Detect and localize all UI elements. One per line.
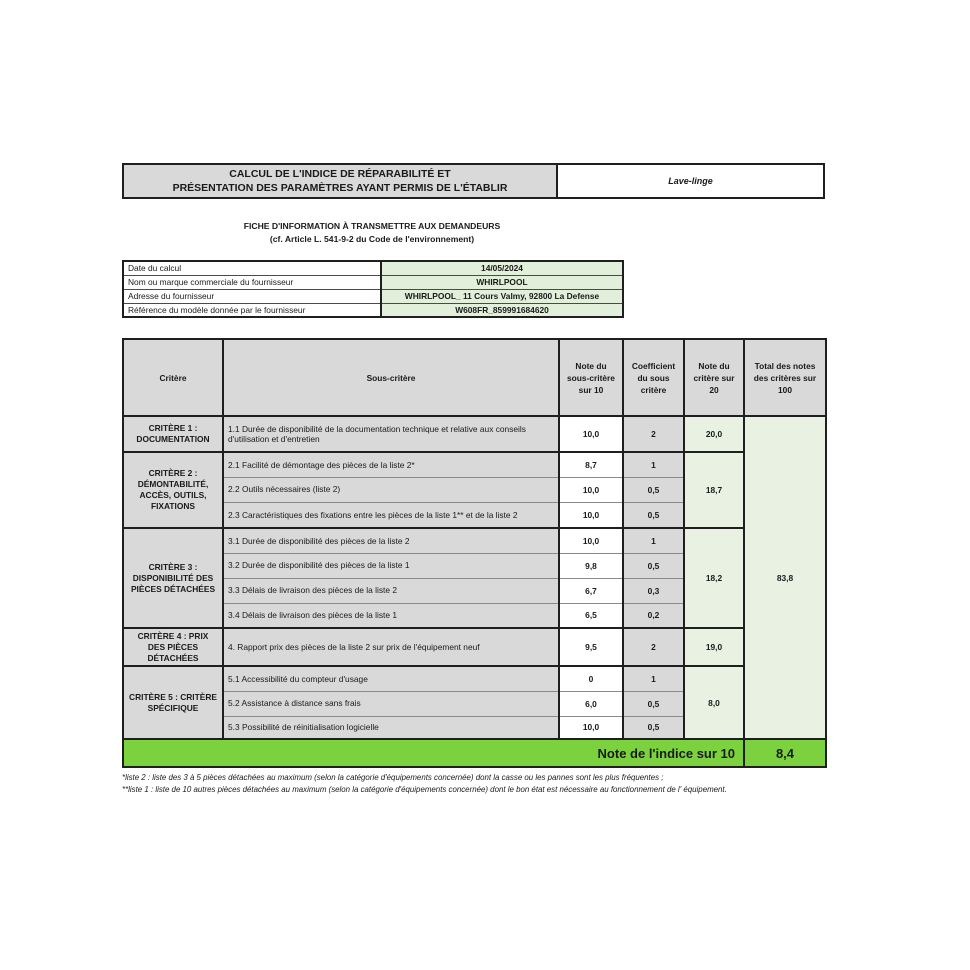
info-value-reference: W608FR_859991684620 [380,302,624,318]
subrow-3-1-label: 3.1 Durée de disponibilité des pièces de… [222,527,560,554]
subrow-3-3-note: 6,7 [558,577,624,604]
subrow-5-3-coeff: 0,5 [622,715,685,740]
table-row: CRITÈRE 3 : DISPONIBILITÉ DES PIÈCES DÉT… [122,527,826,629]
header-sous-critere: Sous-critère [222,338,560,417]
subrow-5-3-label: 5.3 Possibilité de réinitialisation logi… [222,715,560,740]
critere-3-cell: CRITÈRE 3 : DISPONIBILITÉ DES PIÈCES DÉT… [122,527,224,629]
info-label-brand: Nom ou marque commerciale du fournisseur [122,274,382,290]
subrow-5-2-coeff: 0,5 [622,690,685,717]
subrow-4-label: 4. Rapport prix des pièces de la liste 2… [222,627,560,667]
subrow-3-2-label: 3.2 Durée de disponibilité des pièces de… [222,552,560,579]
table-header-row: Critère Sous-critère Note du sous-critèr… [122,338,827,417]
critere-3-note20: 18,2 [683,527,745,629]
table-row: 3.4 Délais de livraison des pièces de la… [123,602,826,629]
critere-2-note20: 18,7 [683,451,745,529]
table-row: Date du calcul 14/05/2024 [122,261,624,276]
critere-5-note20: 8,0 [683,665,745,740]
info-value-brand: WHIRLPOOL [380,274,624,290]
subrow-2-3-note: 10,0 [558,501,624,529]
table-row: 2.3 Caractéristiques des fixations entre… [123,501,826,529]
info-label-address: Adresse du fournisseur [122,288,382,304]
info-value-date: 14/05/2024 [380,261,624,276]
subrow-3-4-coeff: 0,2 [622,602,685,629]
header-note-critere: Note du critère sur 20 [683,338,745,417]
subrow-3-3-coeff: 0,3 [622,577,685,604]
info-label-reference: Référence du modèle donnée par le fourni… [122,302,382,318]
subrow-5-2-note: 6,0 [558,690,624,717]
header-critere: Critère [122,338,224,417]
table-row: 3.2 Durée de disponibilité des pièces de… [123,552,826,579]
supplier-info-table: Date du calcul 14/05/2024 Nom ou marque … [122,260,624,318]
subrow-3-2-note: 9,8 [558,552,624,579]
subrow-5-1-label: 5.1 Accessibilité du compteur d'usage [222,665,560,692]
document-title-line1: CALCUL DE L'INDICE DE RÉPARABILITÉ ET [229,168,451,180]
total-notes-cell: 83,8 [743,415,827,740]
header-note-sous-critere: Note du sous-critère sur 10 [558,338,624,417]
footnotes: *liste 2 : liste des 3 à 5 pièces détach… [122,772,825,796]
table-row: 3.3 Délais de livraison des pièces de la… [123,577,826,604]
critere-1-cell: CRITÈRE 1 : DOCUMENTATION [122,415,224,453]
subrow-5-2-label: 5.2 Assistance à distance sans frais [222,690,560,717]
table-row: Adresse du fournisseur WHIRLPOOL_ 11 Cou… [122,288,624,304]
product-type-box: Lave-linge [558,163,825,199]
subrow-1-1-coeff: 2 [622,415,685,453]
table-row: 5.3 Possibilité de réinitialisation logi… [123,715,826,740]
table-row: CRITÈRE 4 : PRIX DES PIÈCES DÉTACHÉES 4.… [122,627,826,667]
header-total: Total des notes des critères sur 100 [743,338,827,417]
subrow-2-3-label: 2.3 Caractéristiques des fixations entre… [222,501,560,529]
critere-1-note20: 20,0 [683,415,745,453]
critere-2-cell: CRITÈRE 2 : DÉMONTABILITÉ, ACCÈS, OUTILS… [122,451,224,529]
subrow-2-1-coeff: 1 [622,451,685,478]
table-row: CRITÈRE 5 : CRITÈRE SPÉCIFIQUE 5.1 Acces… [122,665,826,740]
subrow-4-note: 9,5 [558,627,624,667]
footnote-liste1: **liste 1 : liste de 10 autres pièces dé… [122,785,727,794]
table-row: Référence du modèle donnée par le fourni… [122,302,624,318]
criteria-table: Critère Sous-critère Note du sous-critèr… [122,338,827,768]
final-index-label: Note de l'indice sur 10 [122,738,745,768]
subrow-2-2-coeff: 0,5 [622,476,685,503]
subrow-3-4-note: 6,5 [558,602,624,629]
document-title-line2: PRÉSENTATION DES PARAMÈTRES AYANT PERMIS… [172,182,508,194]
critere-4-cell: CRITÈRE 4 : PRIX DES PIÈCES DÉTACHÉES [122,627,224,667]
subrow-1-1-label: 1.1 Durée de disponibilité de la documen… [222,415,560,453]
table-row: CRITÈRE 1 : DOCUMENTATION 1.1 Durée de d… [122,415,827,740]
final-index-row: Note de l'indice sur 10 8,4 [122,738,827,768]
subrow-5-1-coeff: 1 [622,665,685,692]
table-row: CRITÈRE 2 : DÉMONTABILITÉ, ACCÈS, OUTILS… [122,451,826,529]
info-label-date: Date du calcul [122,261,382,276]
subrow-3-4-label: 3.4 Délais de livraison des pièces de la… [222,602,560,629]
final-index-value: 8,4 [743,738,827,768]
subrow-2-1-note: 8,7 [558,451,624,478]
subrow-3-2-coeff: 0,5 [622,552,685,579]
critere-4-note20: 19,0 [683,627,745,667]
subrow-2-2-label: 2.2 Outils nécessaires (liste 2) [222,476,560,503]
table-row: 5.2 Assistance à distance sans frais 6,0… [123,690,826,717]
subrow-2-2-note: 10,0 [558,476,624,503]
critere-5-cell: CRITÈRE 5 : CRITÈRE SPÉCIFIQUE [122,665,224,740]
fiche-subtitle-line2: (cf. Article L. 541-9-2 du Code de l'env… [269,234,475,244]
document-title: CALCUL DE L'INDICE DE RÉPARABILITÉ ET PR… [122,163,558,199]
subrow-5-1-note: 0 [558,665,624,692]
table-row: 2.2 Outils nécessaires (liste 2) 10,0 0,… [123,476,826,503]
fiche-subtitle: FICHE D'INFORMATION À TRANSMETTRE AUX DE… [122,220,622,246]
footnote-liste2: *liste 2 : liste des 3 à 5 pièces détach… [122,773,664,782]
subrow-5-3-note: 10,0 [558,715,624,740]
subrow-1-1-note: 10,0 [558,415,624,453]
subrow-3-3-label: 3.3 Délais de livraison des pièces de la… [222,577,560,604]
subrow-4-coeff: 2 [622,627,685,667]
info-value-address: WHIRLPOOL_ 11 Cours Valmy, 92800 La Defe… [380,288,624,304]
subrow-3-1-coeff: 1 [622,527,685,554]
document-header: CALCUL DE L'INDICE DE RÉPARABILITÉ ET PR… [122,163,825,199]
fiche-subtitle-line1: FICHE D'INFORMATION À TRANSMETTRE AUX DE… [243,221,501,231]
subrow-3-1-note: 10,0 [558,527,624,554]
header-coefficient: Coefficient du sous critère [622,338,685,417]
subrow-2-3-coeff: 0,5 [622,501,685,529]
table-row: Nom ou marque commerciale du fournisseur… [122,274,624,290]
subrow-2-1-label: 2.1 Facilité de démontage des pièces de … [222,451,560,478]
